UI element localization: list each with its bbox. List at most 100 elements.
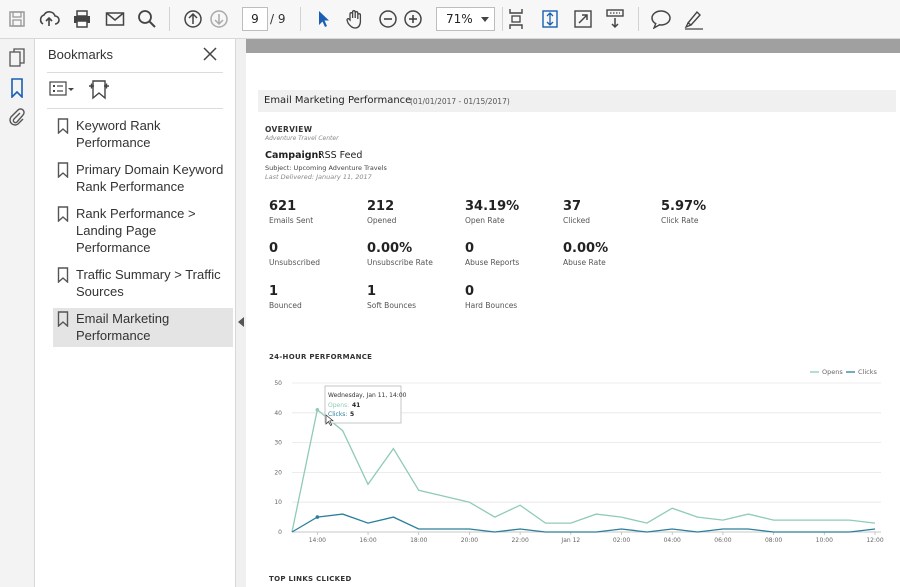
x-tick-label: 02:00 xyxy=(613,537,630,544)
series-line-opens xyxy=(291,408,876,533)
metric-label: Clicked xyxy=(563,216,590,225)
metric-card: 0 Abuse Reports xyxy=(465,241,560,267)
pages-icon[interactable] xyxy=(6,47,28,69)
tooltip-clicks-value: 5 xyxy=(350,411,354,418)
document-page: Email Marketing Performance (01/01/2017 … xyxy=(246,53,900,587)
zoom-in-icon[interactable] xyxy=(401,7,425,31)
page-gap xyxy=(246,39,900,53)
print-icon[interactable] xyxy=(70,7,94,31)
x-tick-label: 04:00 xyxy=(664,537,681,544)
chart-title: 24-HOUR PERFORMANCE xyxy=(269,353,373,361)
bookmark-label: Rank Performance > Landing Page Performa… xyxy=(76,206,196,255)
bookmarks-icon[interactable] xyxy=(6,77,28,99)
options-menu-icon[interactable] xyxy=(49,80,75,98)
metric-card: 0.00% Unsubscribe Rate xyxy=(367,241,462,267)
zoom-out-icon[interactable] xyxy=(376,7,400,31)
bookmark-item[interactable]: Email Marketing Performance xyxy=(53,308,233,347)
metric-card: 34.19% Open Rate xyxy=(465,199,560,225)
scroll-mode-icon[interactable] xyxy=(603,7,627,31)
y-tick-label: 0 xyxy=(278,529,282,536)
metric-label: Unsubscribe Rate xyxy=(367,258,433,267)
page-up-icon[interactable] xyxy=(181,7,205,31)
x-tick-label: 22:00 xyxy=(511,537,528,544)
metric-value: 212 xyxy=(367,199,395,214)
bookmark-icon xyxy=(57,118,69,138)
campaign-label: Campaign: xyxy=(265,150,323,161)
metric-value: 0.00% xyxy=(367,241,413,256)
bookmark-icon xyxy=(57,206,69,226)
fit-width-icon[interactable] xyxy=(538,7,562,31)
metric-value: 1 xyxy=(367,284,377,299)
bookmark-item[interactable]: Traffic Summary > Traffic Sources xyxy=(53,264,233,303)
x-tick-label: 18:00 xyxy=(410,537,427,544)
bookmark-icon xyxy=(57,311,69,331)
metric-label: Unsubscribed xyxy=(269,258,320,267)
add-bookmark-icon[interactable] xyxy=(87,77,111,101)
select-tool-icon[interactable] xyxy=(311,7,335,31)
full-screen-icon[interactable] xyxy=(571,7,595,31)
metric-value: 0 xyxy=(269,241,279,256)
metric-label: Open Rate xyxy=(465,216,505,225)
x-tick-label: 10:00 xyxy=(816,537,833,544)
metric-label: Soft Bounces xyxy=(367,301,417,310)
divider xyxy=(47,108,223,109)
zoom-select[interactable]: 71% xyxy=(436,7,495,31)
report-date-range: (01/01/2017 - 01/15/2017) xyxy=(410,97,510,106)
metric-label: Emails Sent xyxy=(269,216,314,225)
save-icon[interactable] xyxy=(5,7,29,31)
zoom-value: 71% xyxy=(446,12,473,26)
comment-icon[interactable] xyxy=(649,7,673,31)
y-tick-label: 20 xyxy=(274,469,282,476)
tooltip-clicks-label: Clicks: xyxy=(328,411,347,418)
panel-title: Bookmarks xyxy=(48,47,114,62)
metric-value: 1 xyxy=(269,284,279,299)
campaign-subject: Subject: Upcoming Adventure Travels xyxy=(265,164,387,172)
x-tick-label: 06:00 xyxy=(714,537,731,544)
hand-tool-icon[interactable] xyxy=(343,7,367,31)
metric-label: Click Rate xyxy=(661,216,699,225)
metric-card: 212 Opened xyxy=(367,199,462,225)
metric-value: 621 xyxy=(269,199,297,214)
performance-chart: 0 10 20 30 40 50 14:00 16:00 18:00 20:00 22:00 Jan … xyxy=(274,368,883,544)
bookmark-label: Email Marketing Performance xyxy=(76,311,170,343)
metric-card: 0 Hard Bounces xyxy=(465,284,560,310)
email-icon[interactable] xyxy=(103,7,127,31)
highlight-icon[interactable] xyxy=(682,7,706,31)
metric-card: 0.00% Abuse Rate xyxy=(563,241,658,267)
chevron-down-icon xyxy=(481,17,489,22)
legend-label: Clicks xyxy=(858,368,877,376)
metric-label: Bounced xyxy=(269,301,302,310)
y-tick-label: 40 xyxy=(274,410,282,417)
search-icon[interactable] xyxy=(135,7,159,31)
collapse-arrow-icon[interactable] xyxy=(238,317,244,327)
bookmark-item[interactable]: Primary Domain Keyword Rank Performance xyxy=(53,159,233,198)
page-number-input[interactable]: 9 xyxy=(242,7,268,31)
toolbar: 9 / 9 71% xyxy=(0,0,900,39)
campaign-value: RSS Feed xyxy=(318,150,363,161)
bookmarks-panel: Bookmarks Keyword Rank Performance Primar… xyxy=(35,39,235,587)
x-tick-label: Jan 12 xyxy=(560,537,580,544)
bookmark-list: Keyword Rank Performance Primary Domain K… xyxy=(53,115,233,352)
last-delivered: Last Delivered: January 11, 2017 xyxy=(265,173,372,181)
data-point xyxy=(315,408,320,412)
panel-splitter[interactable] xyxy=(235,39,246,587)
upload-icon[interactable] xyxy=(37,7,61,31)
bookmark-item[interactable]: Keyword Rank Performance xyxy=(53,115,233,154)
x-tick-label: 20:00 xyxy=(461,537,478,544)
x-tick-label: 14:00 xyxy=(309,537,326,544)
y-tick-label: 50 xyxy=(274,380,282,387)
metric-card: 0 Unsubscribed xyxy=(269,241,364,267)
close-icon[interactable] xyxy=(201,45,219,63)
metric-label: Abuse Rate xyxy=(563,258,606,267)
legend-label: Opens xyxy=(822,368,843,376)
top-links-title: TOP LINKS CLICKED xyxy=(269,575,352,583)
attachments-icon[interactable] xyxy=(6,106,28,128)
metric-card: 37 Clicked xyxy=(563,199,658,225)
overview-subtitle: Adventure Travel Center xyxy=(265,135,339,142)
page-down-icon[interactable] xyxy=(207,7,231,31)
bookmark-item[interactable]: Rank Performance > Landing Page Performa… xyxy=(53,203,233,259)
metric-label: Hard Bounces xyxy=(465,301,518,310)
fit-page-icon[interactable] xyxy=(504,7,528,31)
bookmark-label: Traffic Summary > Traffic Sources xyxy=(76,267,221,299)
metric-card: 5.97% Click Rate xyxy=(661,199,756,225)
